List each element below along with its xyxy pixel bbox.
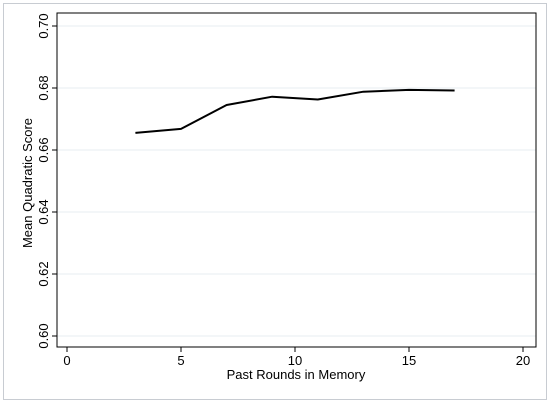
x-tick-label-1: 5 [177,353,184,368]
y-ticks: 0.60 0.62 0.64 0.66 0.68 0.70 [36,13,57,349]
x-tick-label-3: 15 [402,353,416,368]
y-tick-label-3: 0.66 [36,137,51,162]
y-tick-label-4: 0.68 [36,75,51,100]
axes [56,12,537,348]
series-line-0 [135,88,455,134]
y-tick-label-1: 0.62 [36,261,51,286]
chart-frame [3,3,547,400]
y-tick-label-2: 0.64 [36,199,51,224]
x-tick-label-0: 0 [63,353,70,368]
y-tick-label-0: 0.60 [36,323,51,348]
gridlines [57,25,536,337]
plot-border [56,12,537,348]
y-tick-label-5: 0.70 [36,13,51,38]
x-tick-label-2: 10 [288,353,302,368]
x-ticks: 0 5 10 15 20 [63,347,530,368]
x-tick-label-4: 20 [516,353,530,368]
series-lines [135,88,455,134]
y-axis-label: Mean Quadratic Score [20,118,35,248]
x-axis-label: Past Rounds in Memory [227,367,366,382]
